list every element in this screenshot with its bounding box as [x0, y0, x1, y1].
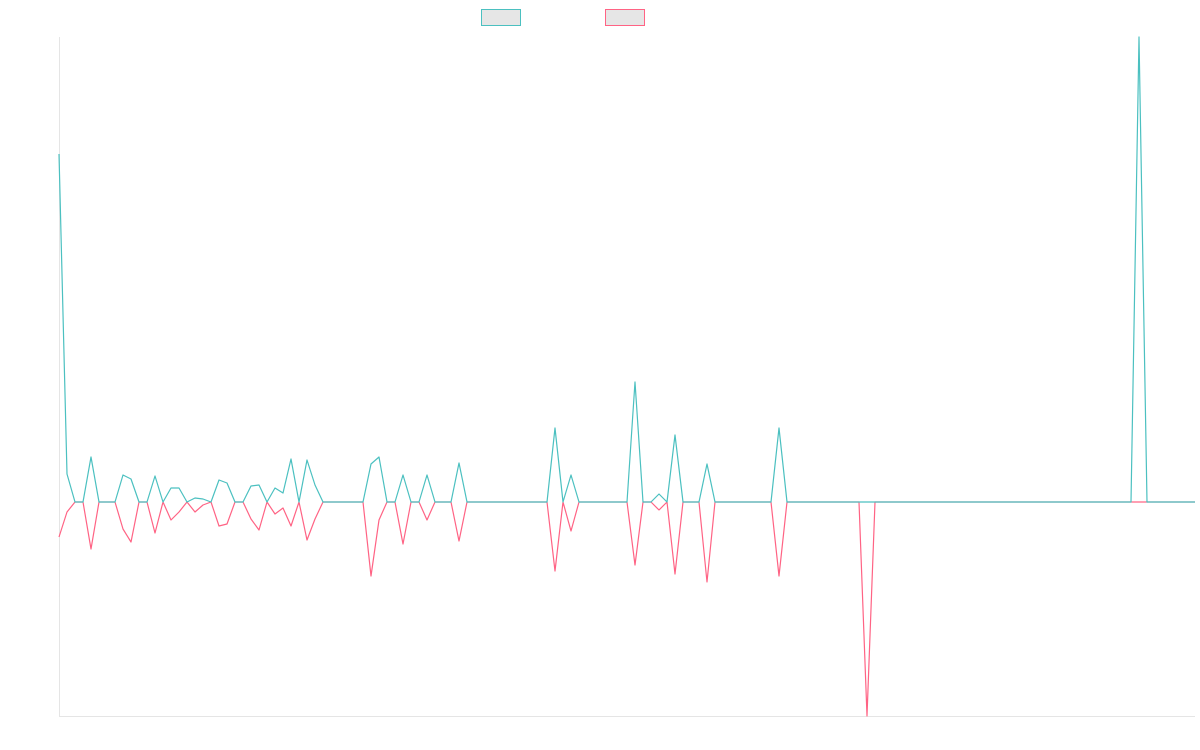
legend-swatch[interactable]	[481, 9, 521, 26]
series-line	[58, 36, 1195, 503]
series-line	[58, 501, 1195, 717]
legend-swatch[interactable]	[605, 9, 645, 26]
